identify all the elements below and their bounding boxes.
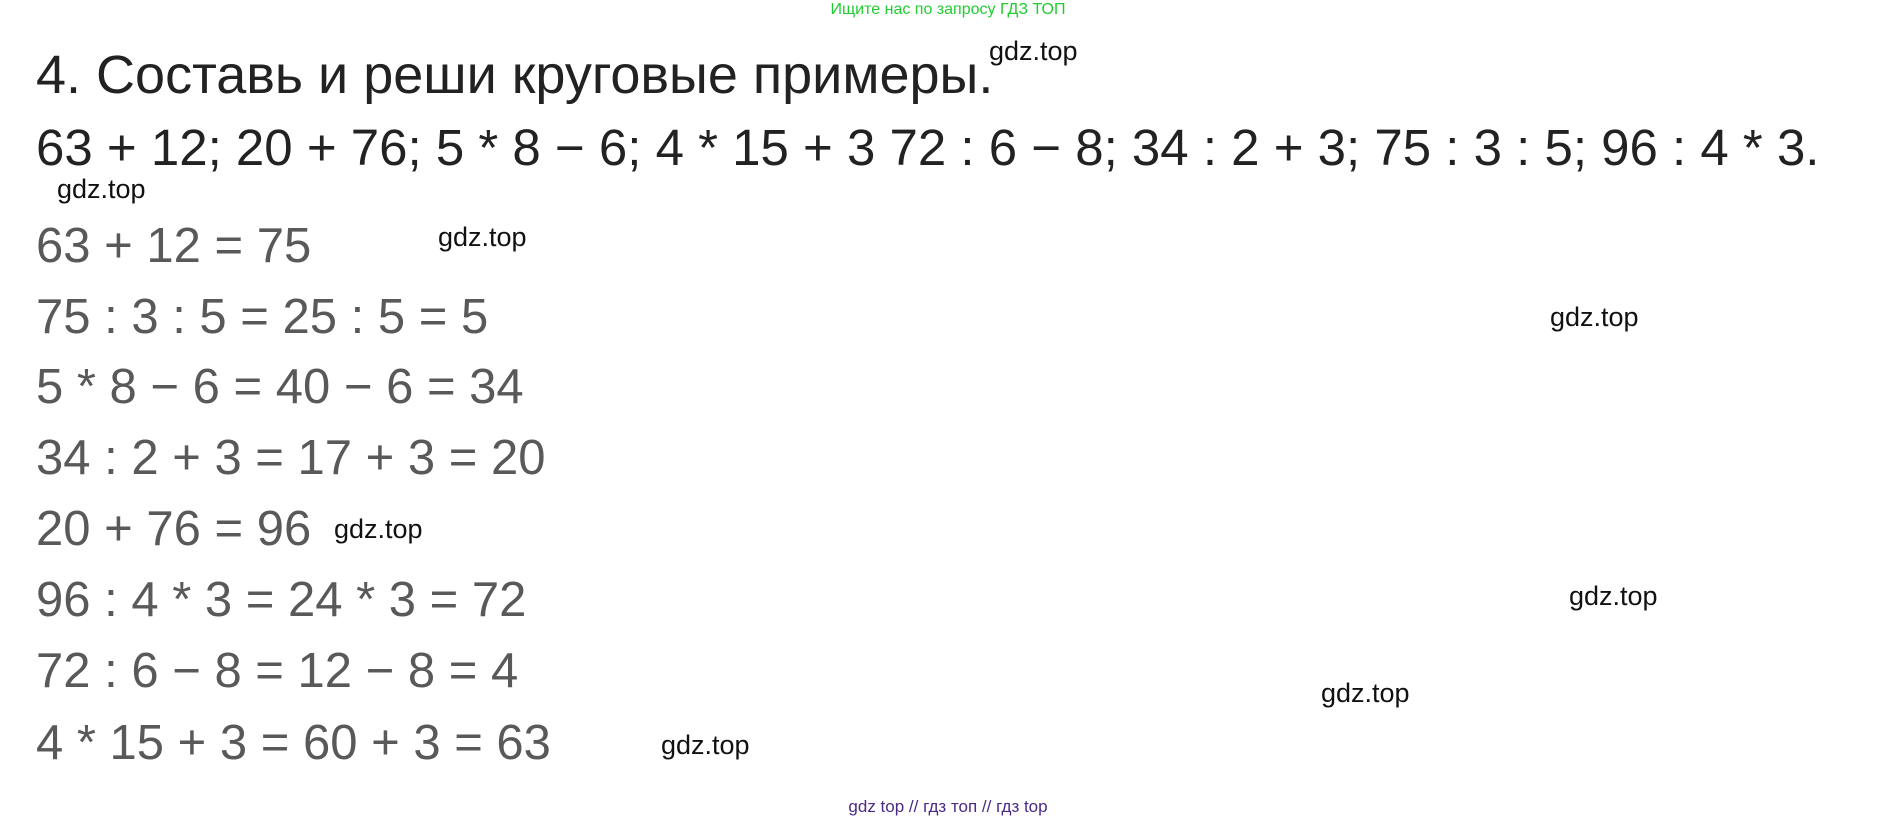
answer-line: 72 : 6 − 8 = 12 − 8 = 4 bbox=[36, 644, 519, 698]
watermark: gdz.top bbox=[989, 36, 1078, 66]
watermark: gdz.top bbox=[438, 222, 527, 252]
answer-line: 4 * 15 + 3 = 60 + 3 = 63 bbox=[36, 716, 551, 770]
answer-line: 34 : 2 + 3 = 17 + 3 = 20 bbox=[36, 431, 546, 485]
watermark: gdz.top bbox=[1321, 678, 1410, 708]
search-hint: Ищите нас по запросу ГДЗ ТОП bbox=[830, 1, 1066, 18]
answer-line: 96 : 4 * 3 = 24 * 3 = 72 bbox=[36, 573, 527, 627]
task-title: 4. Составь и реши круговые примеры. bbox=[36, 45, 994, 105]
watermark: gdz.top bbox=[57, 174, 146, 204]
answer-line: 63 + 12 = 75 bbox=[36, 219, 312, 273]
answer-line: 75 : 3 : 5 = 25 : 5 = 5 bbox=[36, 290, 489, 344]
watermark: gdz.top bbox=[661, 730, 750, 760]
answer-line: 20 + 76 = 96 bbox=[36, 502, 312, 556]
answer-line: 5 * 8 − 6 = 40 − 6 = 34 bbox=[36, 360, 524, 414]
footer-watermark: gdz top // гдз топ // гдз top bbox=[848, 797, 1048, 816]
watermark: gdz.top bbox=[1569, 581, 1658, 611]
watermark: gdz.top bbox=[334, 514, 423, 544]
task-expressions: 63 + 12; 20 + 76; 5 * 8 − 6; 4 * 15 + 3 … bbox=[36, 119, 1820, 176]
watermark: gdz.top bbox=[1550, 302, 1639, 332]
